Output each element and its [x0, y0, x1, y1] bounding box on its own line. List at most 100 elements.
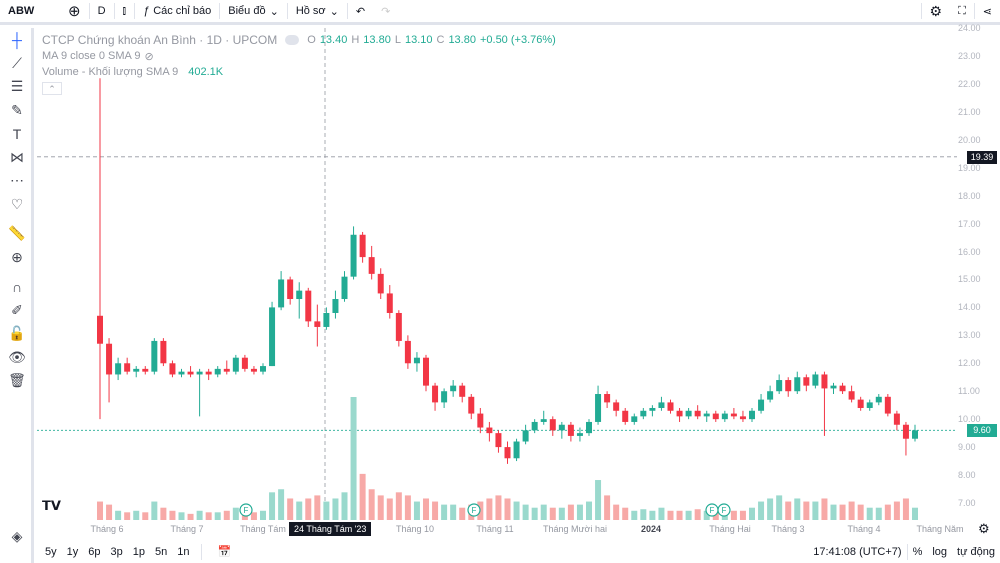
- symbol-search[interactable]: ABW: [8, 5, 35, 17]
- heart-tool[interactable]: ♡: [0, 193, 34, 217]
- candle-body: [558, 424, 565, 431]
- pattern-tool[interactable]: ⋈: [0, 146, 34, 170]
- interval-button[interactable]: D: [97, 5, 106, 17]
- range-1m[interactable]: 1p: [132, 545, 145, 558]
- ma-indicator-label: MA 9 close 0 SMA 9: [42, 50, 141, 62]
- low-value: 13.10: [404, 34, 433, 46]
- range-6m[interactable]: 6p: [88, 545, 101, 558]
- price-tick: 24.00: [958, 23, 981, 33]
- percent-toggle[interactable]: %: [912, 545, 923, 558]
- trash-tool[interactable]: 🗑: [0, 369, 34, 393]
- fullscreen-button[interactable]: ⛶: [950, 1, 974, 21]
- range-5d[interactable]: 5n: [155, 545, 168, 558]
- calendar-icon: 📅: [217, 546, 232, 558]
- candle-body: [848, 391, 855, 400]
- candle-body: [350, 234, 357, 277]
- redo-button[interactable]: ↷: [373, 1, 398, 21]
- volume-bar: [341, 492, 348, 520]
- candle-body: [332, 299, 339, 313]
- collapse-series-button[interactable]: [285, 35, 300, 45]
- divider: [134, 3, 136, 19]
- volume-bar: [486, 498, 493, 520]
- candle-body: [730, 413, 737, 417]
- trash-icon: 🗑: [8, 372, 26, 389]
- event-marker-label: F: [722, 506, 727, 515]
- volume-bar: [803, 501, 810, 520]
- candle-body: [459, 385, 466, 397]
- fullscreen-icon: ⛶: [958, 4, 966, 17]
- magnet-tool[interactable]: ∩: [0, 275, 34, 299]
- volume-bar: [332, 498, 339, 520]
- range-1y[interactable]: 1y: [66, 545, 79, 558]
- volume-bar: [278, 489, 285, 520]
- zoom-in-tool[interactable]: ⊕: [0, 246, 34, 270]
- collapse-legend-button[interactable]: ⌃: [42, 81, 62, 95]
- go-to-date-button[interactable]: 📅: [208, 545, 242, 558]
- compare-button[interactable]: ⊕: [60, 1, 89, 21]
- lock-drawing-icon: ✐: [11, 301, 23, 318]
- chart-menu[interactable]: Biểu đồ ⌄: [220, 1, 287, 21]
- volume-value: 402.1K: [188, 66, 224, 78]
- settings-button[interactable]: ⚙: [922, 1, 951, 21]
- date-tick: Tháng 11: [476, 524, 514, 534]
- eye-tool[interactable]: 👁: [0, 346, 34, 370]
- object-tree-button[interactable]: ◈: [0, 528, 34, 545]
- volume-bar: [531, 507, 538, 520]
- date-tick: Tháng 3: [771, 524, 805, 534]
- crosshair-tool[interactable]: ┼: [0, 28, 34, 52]
- trend-line-tool[interactable]: ⟋: [0, 52, 34, 76]
- volume-bar: [549, 507, 556, 520]
- candle-body: [604, 394, 611, 403]
- ruler-tool[interactable]: 📏: [0, 222, 34, 246]
- low-label: L: [394, 34, 401, 46]
- range-1d[interactable]: 1n: [177, 545, 190, 558]
- fib-tool[interactable]: ☰: [0, 75, 34, 99]
- divider: [113, 3, 115, 19]
- candle-body: [368, 257, 375, 274]
- indicators-button[interactable]: ƒ Các chỉ báo: [135, 1, 219, 21]
- candle-body: [884, 396, 891, 414]
- range-3m[interactable]: 3p: [110, 545, 123, 558]
- candle-body: [803, 377, 810, 386]
- candle-body: [821, 374, 828, 389]
- volume-bar: [495, 495, 502, 520]
- trend-line-icon: ⟋: [12, 54, 22, 71]
- candle-body: [613, 402, 620, 411]
- volume-bar: [386, 498, 393, 520]
- text-tool[interactable]: T: [0, 122, 34, 146]
- lock-drawing-tool[interactable]: ✐: [0, 299, 34, 323]
- candle-body: [432, 385, 439, 403]
- open-value: 13.40: [319, 34, 348, 46]
- auto-toggle[interactable]: tự động: [957, 545, 995, 558]
- candle-body: [214, 368, 221, 375]
- volume-bar: [567, 504, 574, 520]
- candle-body: [857, 399, 864, 408]
- lock-tool[interactable]: 🔓: [0, 322, 34, 346]
- forecast-tool[interactable]: ⋯: [0, 169, 34, 193]
- range-5y[interactable]: 5y: [45, 545, 57, 558]
- undo-button[interactable]: ↶: [348, 1, 373, 21]
- eye-hidden-icon[interactable]: ⊘: [144, 50, 154, 63]
- candle-body: [549, 419, 556, 431]
- divider: [973, 3, 975, 19]
- candle-body: [703, 413, 710, 417]
- heart-icon: ♡: [10, 195, 24, 212]
- volume-bar: [441, 504, 448, 520]
- candle-body: [567, 424, 574, 436]
- date-tick: Tháng Tám: [240, 524, 286, 534]
- profile-menu[interactable]: Hồ sơ ⌄: [288, 1, 347, 21]
- candle-body: [495, 433, 502, 448]
- volume-bar: [522, 504, 529, 520]
- crosshair-date-tag: 24 Tháng Tám '23: [289, 522, 372, 536]
- candle-body: [395, 312, 402, 341]
- share-button[interactable]: ⋖: [975, 1, 1000, 21]
- chart-type-button[interactable]: ⫾: [115, 1, 135, 21]
- brush-tool[interactable]: ✎: [0, 99, 34, 123]
- candle-body: [758, 399, 765, 411]
- volume-bar: [260, 510, 266, 520]
- axis-settings-button[interactable]: ⚙: [978, 521, 990, 537]
- log-toggle[interactable]: log: [932, 545, 948, 558]
- date-tick: Tháng 4: [847, 524, 881, 534]
- plus-circle-icon: ⊕: [68, 3, 81, 20]
